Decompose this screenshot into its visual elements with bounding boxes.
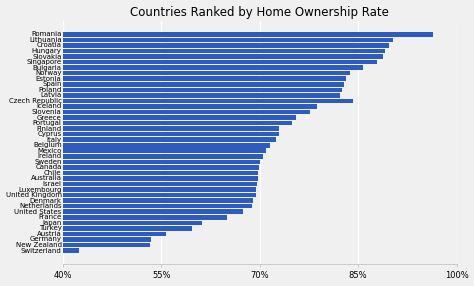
Bar [63,115,296,120]
Bar [63,165,259,170]
Bar [63,38,393,42]
Bar [63,60,377,64]
Bar [63,232,166,236]
Bar [63,137,276,142]
Bar [63,71,350,76]
Bar [63,32,433,37]
Bar [63,99,353,103]
Bar [63,215,227,220]
Bar [63,187,256,192]
Bar [63,43,389,48]
Bar [63,121,292,125]
Bar [63,171,258,175]
Bar [63,226,191,231]
Bar [63,154,263,158]
Bar [63,237,151,242]
Bar [63,248,79,253]
Bar [63,176,258,181]
Bar [63,76,346,81]
Bar [63,54,383,59]
Bar [63,182,257,186]
Bar [63,126,280,131]
Bar [63,148,266,153]
Bar [63,82,344,87]
Bar [63,160,260,164]
Bar [63,204,252,208]
Bar [63,49,385,53]
Bar [63,243,150,247]
Title: Countries Ranked by Home Ownership Rate: Countries Ranked by Home Ownership Rate [130,5,389,19]
Bar [63,221,202,225]
Bar [63,110,310,114]
Bar [63,198,253,203]
Bar [63,193,256,197]
Bar [63,88,342,92]
Bar [63,132,279,136]
Bar [63,143,270,148]
Bar [63,104,317,109]
Bar [63,93,340,98]
Bar [63,65,364,70]
Bar [63,209,243,214]
